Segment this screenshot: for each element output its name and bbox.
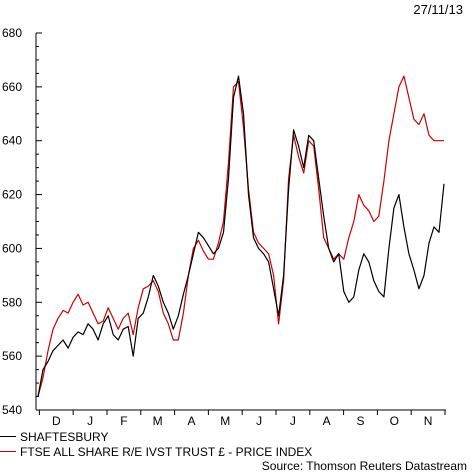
series-line-ftse-re-ivst-trust xyxy=(37,75,444,397)
x-month-label: A xyxy=(187,414,195,428)
x-month-label: M xyxy=(220,414,230,428)
legend-item-shaftesbury: SHAFTESBURY xyxy=(0,429,108,444)
series-line-shaftesbury xyxy=(37,75,445,397)
legend-label: FTSE ALL SHARE R/E IVST TRUST £ - PRICE … xyxy=(20,444,313,459)
x-month-label: D xyxy=(52,414,61,428)
y-tick-label: 560 xyxy=(2,349,22,363)
legend-item-ftse: FTSE ALL SHARE R/E IVST TRUST £ - PRICE … xyxy=(0,444,312,459)
y-axis-ticks: 540 560 580 600 620 640 660 680 xyxy=(2,26,42,417)
date-stamp: 27/11/13 xyxy=(413,2,463,17)
y-tick-label: 660 xyxy=(2,80,22,94)
x-month-label: A xyxy=(323,414,331,428)
y-tick-label: 580 xyxy=(2,295,22,309)
x-month-label: J xyxy=(290,414,296,428)
x-month-label: M xyxy=(153,414,163,428)
x-month-label: N xyxy=(424,414,433,428)
y-tick-label: 640 xyxy=(2,134,22,148)
x-month-label: J xyxy=(256,414,262,428)
series-lines xyxy=(37,75,445,397)
legend-label: SHAFTESBURY xyxy=(20,429,109,444)
y-tick-label: 620 xyxy=(2,188,22,202)
y-tick-label: 680 xyxy=(2,26,22,40)
x-month-label: S xyxy=(356,414,364,428)
source-note: Source: Thomson Reuters Datastream xyxy=(261,459,467,473)
legend-swatch-black xyxy=(0,436,16,437)
x-month-label: J xyxy=(87,414,93,428)
y-tick-label: 600 xyxy=(2,241,22,255)
chart-axes xyxy=(35,33,446,411)
x-month-label: O xyxy=(390,414,399,428)
y-tick-label: 540 xyxy=(2,403,22,417)
legend-swatch-red xyxy=(0,451,16,452)
x-month-label: F xyxy=(120,414,127,428)
